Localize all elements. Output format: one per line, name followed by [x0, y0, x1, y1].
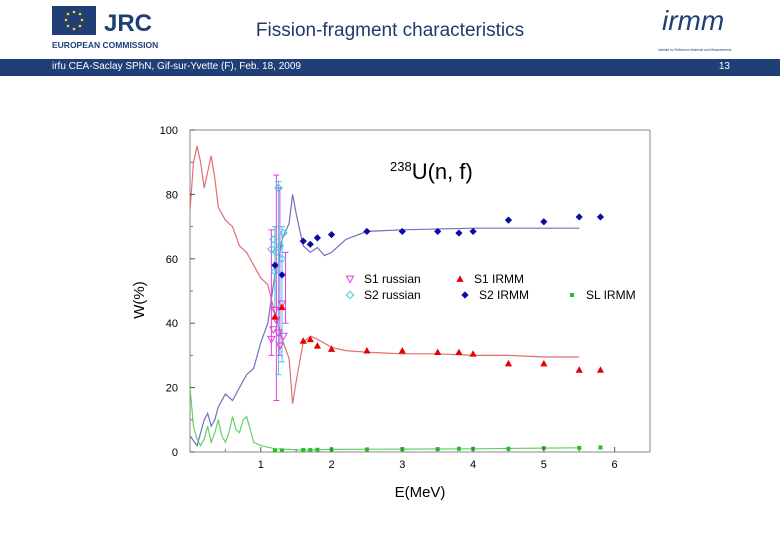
x-tick-label: 3 — [399, 459, 405, 471]
legend-label: S1 IRMM — [474, 272, 524, 286]
data-point-3-8 — [434, 227, 442, 236]
x-tick-label: 2 — [328, 459, 334, 471]
banner-text: irfu CEA-Saclay SPhN, Gif-sur-Yvette (F)… — [52, 61, 301, 72]
data-point-0-7 — [278, 332, 288, 341]
eu-stars-icon — [64, 10, 84, 31]
data-point-3-10 — [469, 227, 477, 236]
data-point-3-13 — [575, 213, 583, 221]
legend: S1 russian S1 IRMM S2 russian S2 IRMM SL IRM… — [345, 272, 636, 302]
data-point-1-2 — [299, 337, 307, 344]
data-point-2-2 — [270, 267, 280, 276]
x-tick-label: 1 — [258, 459, 264, 471]
data-point-2-1 — [269, 235, 278, 244]
data-point-1-10 — [469, 350, 477, 357]
x-tick-label: 6 — [612, 459, 618, 471]
data-point-1-8 — [434, 348, 442, 356]
data-point-2-3 — [272, 248, 281, 257]
data-point-0-6 — [277, 300, 287, 309]
data-point-1-11 — [504, 359, 513, 367]
x-axis-ticks: 1 2 3 4 5 6 — [224, 447, 618, 471]
data-point-3-1 — [278, 271, 286, 279]
curve-1 — [189, 194, 580, 447]
data-point-1-9 — [455, 348, 463, 356]
y-tick-label: 80 — [166, 189, 178, 201]
y-axis-label: W(%) — [131, 281, 148, 319]
data-point-4-3 — [308, 448, 313, 453]
y-tick-label: 60 — [166, 254, 178, 266]
data-point-3-6 — [363, 227, 371, 236]
annotation-superscript: 238 — [390, 159, 412, 174]
y-tick-label: 40 — [166, 318, 178, 330]
data-point-1-1 — [278, 303, 286, 310]
legend-label: S2 IRMM — [479, 288, 529, 302]
annotation-main: U(n, f) — [412, 159, 473, 184]
data-point-1-14 — [596, 366, 605, 373]
legend-marker-4 — [570, 293, 574, 297]
y-tick-label: 0 — [172, 447, 178, 459]
eu-flag-icon — [52, 6, 96, 35]
data-point-4-14 — [598, 445, 603, 450]
data-point-3-12 — [540, 218, 548, 226]
reaction-annotation: 238U(n, f) — [390, 159, 473, 184]
legend-label: S1 russian — [364, 272, 421, 286]
legend-marker-0 — [345, 275, 355, 284]
legend-label: SL IRMM — [586, 288, 636, 302]
irmm-logo-text: irmm — [662, 5, 724, 36]
slide-title: Fission-fragment characteristics — [255, 20, 525, 41]
data-point-4-4 — [315, 447, 320, 452]
fission-fragment-chart: 1 2 3 4 5 6 0 20 40 60 80 100 238U(n, f) E(MeV) W(… — [131, 125, 651, 501]
data-point-2-6 — [277, 254, 287, 264]
data-point-2-4 — [274, 183, 283, 193]
data-point-1-7 — [398, 346, 406, 354]
data-point-2-5 — [275, 241, 285, 251]
data-point-2-7 — [279, 228, 288, 238]
data-point-1-5 — [327, 345, 336, 352]
data-point-0-5 — [275, 342, 285, 351]
legend-marker-1 — [456, 275, 464, 282]
legend-label: S2 russian — [364, 288, 421, 302]
x-axis-label: E(MeV) — [395, 484, 446, 501]
data-point-3-5 — [327, 231, 336, 239]
data-point-4-11 — [506, 446, 511, 451]
data-point-3-2 — [299, 237, 307, 245]
data-point-1-0 — [271, 313, 279, 320]
data-point-4-13 — [577, 445, 582, 450]
data-point-1-6 — [363, 346, 371, 354]
y-tick-label: 100 — [160, 125, 178, 137]
jrc-logo-graphic: JRC EUROPEAN COMMISSION — [52, 6, 158, 50]
data-point-0-0 — [266, 335, 276, 344]
data-point-3-14 — [596, 213, 605, 221]
x-tick-label: 4 — [470, 459, 476, 471]
data-point-0-2 — [270, 306, 280, 315]
jrc-logo-text: JRC — [104, 10, 152, 37]
legend-marker-2 — [345, 290, 355, 300]
data-points — [266, 183, 605, 453]
data-point-3-11 — [504, 216, 513, 224]
data-point-4-0 — [272, 448, 277, 453]
data-point-3-9 — [455, 229, 463, 237]
irmm-logo-subtitle: Institute for Reference Materials and Me… — [658, 48, 732, 52]
data-point-3-7 — [398, 227, 406, 236]
data-point-4-2 — [301, 448, 306, 453]
legend-marker-3 — [461, 291, 469, 299]
data-point-1-12 — [540, 359, 548, 367]
data-point-2-0 — [267, 244, 276, 254]
data-point-3-4 — [313, 234, 321, 242]
curve-2 — [189, 387, 580, 451]
data-point-3-3 — [306, 240, 314, 248]
page-number: 13 — [718, 61, 730, 72]
data-point-4-9 — [456, 446, 461, 451]
irmm-logo-graphic: irmm Institute for Reference Materials a… — [658, 5, 732, 52]
slide-banner: irfu CEA-Saclay SPhN, Gif-sur-Yvette (F)… — [0, 59, 780, 76]
x-tick-label: 5 — [541, 459, 547, 471]
data-point-1-4 — [313, 342, 321, 349]
y-axis-ticks: 0 20 40 60 80 100 — [160, 125, 195, 459]
data-point-1-3 — [306, 335, 314, 343]
data-point-4-1 — [280, 448, 284, 453]
error-bars — [268, 174, 289, 401]
y-tick-label: 20 — [166, 383, 178, 395]
jrc-logo-subtitle: EUROPEAN COMMISSION — [52, 40, 158, 50]
data-point-1-13 — [575, 366, 583, 373]
